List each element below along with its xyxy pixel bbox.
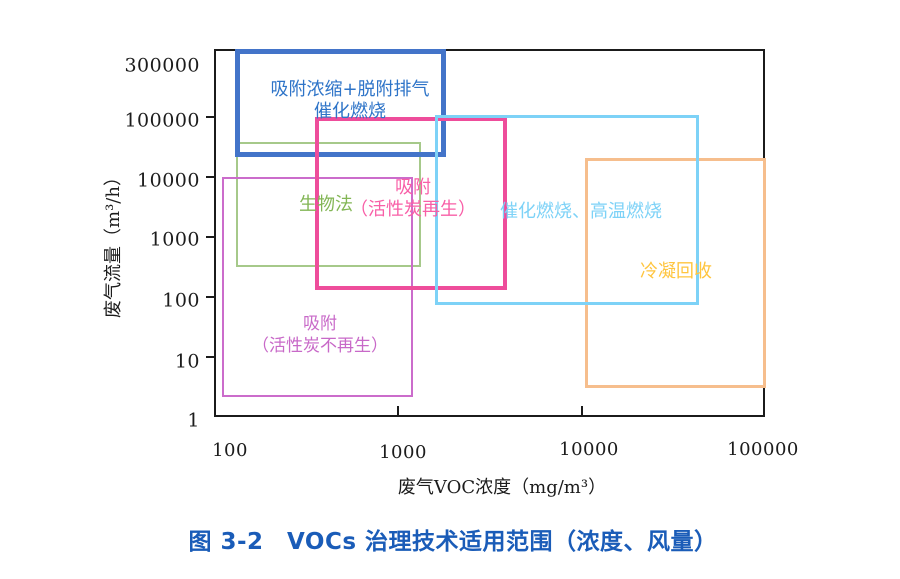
tech-box-label-line: 催化燃烧: [314, 101, 386, 122]
tech-box-label-line: （活性炭不再生）: [252, 336, 388, 356]
tech-box-biological-method: [236, 142, 421, 267]
figure-caption: 图 3-2 VOCs 治理技术适用范围（浓度、风量）: [188, 529, 718, 555]
y-tick-mark-1000: [206, 236, 214, 238]
tech-box-label-line: 吸附浓缩+脱附排气: [270, 79, 430, 100]
tech-box-adsorption-concentration-desorption-catalytic-combustion: [235, 49, 446, 157]
y-tick-label-10: 10: [174, 350, 200, 373]
x-tick-mark-10000: [581, 406, 583, 415]
x-tick-label-100000: 100000: [727, 439, 799, 460]
y-tick-label-1000: 1000: [149, 228, 200, 251]
tech-box-label-catalytic-combustion-high-temp-combustion: 催化燃烧、高温燃烧: [500, 201, 662, 223]
y-tick-label-10000: 10000: [137, 169, 200, 192]
tech-box-label-line: 吸附: [303, 314, 337, 334]
tech-box-label-line: （活性炭再生）: [350, 199, 476, 220]
y-tick-label-100: 100: [162, 289, 200, 312]
x-tick-label-10000: 10000: [559, 439, 619, 460]
y-tick-mark-100: [206, 296, 214, 298]
tech-box-adsorption-activated-carbon-regeneration: [315, 117, 507, 290]
y-tick-label-100000: 100000: [124, 109, 200, 132]
tech-box-label-line: 吸附: [395, 177, 431, 198]
tech-box-label-line: 冷凝回收: [640, 261, 712, 282]
tech-box-label-condensation-recovery: 冷凝回收: [640, 261, 712, 283]
tech-box-label-line: 催化燃烧、高温燃烧: [500, 201, 662, 222]
x-axis-label: 废气VOC浓度（mg/m³）: [397, 477, 607, 498]
y-tick-mark-10: [206, 356, 214, 358]
x-tick-label-100: 100: [212, 440, 248, 461]
tech-box-catalytic-combustion-high-temp-combustion: [435, 115, 699, 305]
tech-box-label-adsorption-concentration-desorption-catalytic-combustion: 吸附浓缩+脱附排气 催化燃烧: [270, 79, 429, 123]
x-tick-label-1000: 1000: [379, 442, 427, 463]
y-tick-mark-100000: [206, 116, 214, 118]
tech-box-label-adsorption-activated-carbon-non-regeneration: 吸附 （活性炭不再生）: [252, 313, 388, 357]
y-tick-label-300000: 300000: [124, 54, 200, 77]
tech-box-label-biological-method: 生物法: [299, 194, 353, 216]
tech-box-condensation-recovery: [585, 158, 766, 388]
tech-box-label-adsorption-activated-carbon-regeneration: 吸附 （活性炭再生）: [350, 177, 476, 221]
y-tick-mark-10000: [206, 176, 214, 178]
y-tick-label-1: 1: [187, 409, 200, 432]
x-tick-mark-1000: [397, 406, 399, 415]
tech-box-label-line: 生物法: [299, 194, 353, 215]
